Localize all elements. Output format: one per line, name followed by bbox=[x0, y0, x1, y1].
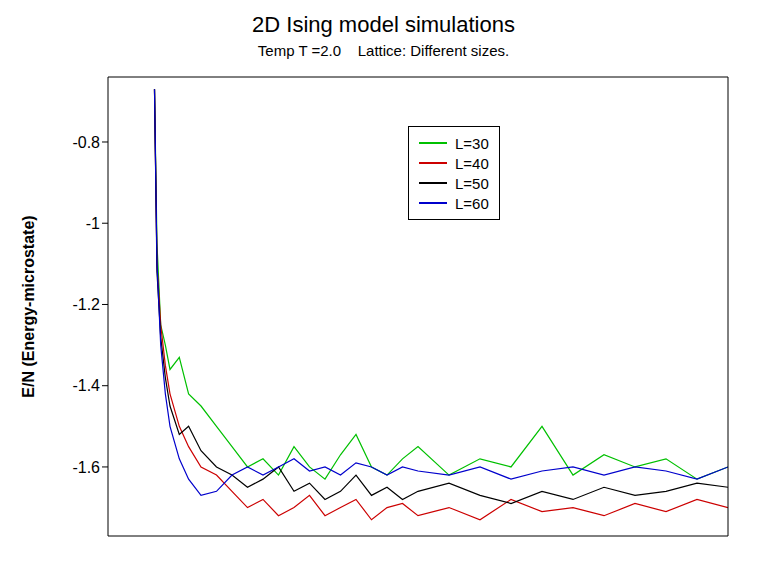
html-text:2D Ising model simulations: 2D Ising model simulations bbox=[252, 12, 515, 37]
svg-text:-1.4: -1.4 bbox=[72, 377, 100, 394]
html-text:L=60: L=60 bbox=[455, 194, 489, 212]
html-text:L=30: L=30 bbox=[455, 134, 489, 152]
svg-text:-1.2: -1.2 bbox=[72, 296, 100, 313]
svg-text:-1.6: -1.6 bbox=[72, 459, 100, 476]
html-text:L=40: L=40 bbox=[455, 154, 489, 172]
svg-text:E/N (Energy-microstate): E/N (Energy-microstate) bbox=[20, 215, 37, 397]
svg-text:-1: -1 bbox=[86, 215, 100, 232]
svg-text:-0.8: -0.8 bbox=[72, 134, 100, 151]
html-text:Temp T =2.0 Lattice: Different: Temp T =2.0 Lattice: Different sizes. bbox=[257, 42, 510, 59]
html-text:L=50: L=50 bbox=[455, 174, 489, 192]
